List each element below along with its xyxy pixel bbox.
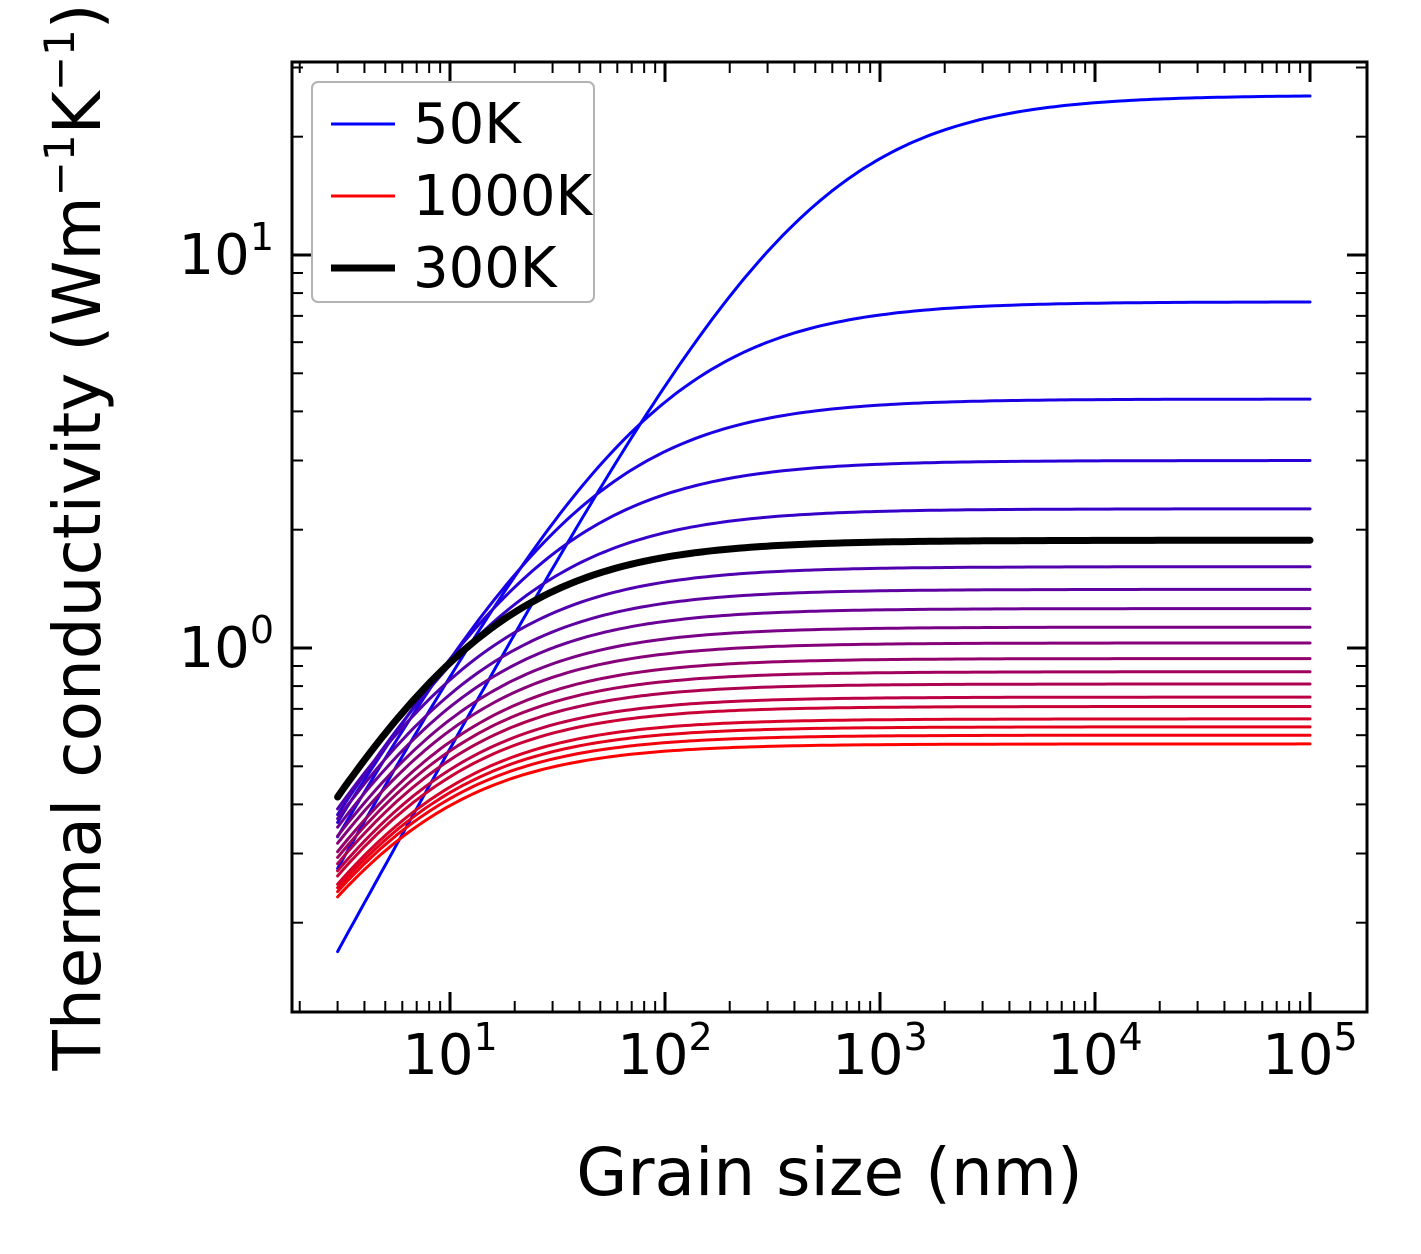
curve-900K [336,725,1312,890]
legend-label-1000K: 1000K [413,164,594,229]
curve-650K [336,670,1312,859]
legend-label-300K: 300K [413,236,558,301]
plot-border [290,60,1369,1014]
x-tick-label-10³: 103 [832,1015,927,1088]
curve-200K [336,459,1312,824]
x-tick-label-10²: 102 [617,1015,712,1088]
x-axis-label: Grain size (nm) [576,1134,1082,1211]
curve-150K [336,397,1312,839]
curve-100K [336,300,1312,870]
legend-label-50K: 50K [413,92,522,157]
x-tick-label-10⁴: 104 [1047,1015,1142,1088]
y-tick-label-10¹: 101 [179,215,274,288]
curve-600K [336,657,1312,854]
curve-400K [336,587,1312,821]
ticks [292,62,1367,1012]
curve-750K [336,695,1312,873]
curve-50K [336,94,1312,954]
curve-250K [336,507,1312,817]
x-tick-label-10¹: 101 [402,1015,497,1088]
curve-800K [336,705,1312,878]
curve-1000K [336,742,1312,899]
curve-550K [336,641,1312,845]
curve-700K [336,682,1312,866]
curve-850K [336,717,1312,886]
legend-box [311,81,595,303]
curve-500K [336,625,1312,838]
curve-300K [334,536,1314,801]
curve-450K [336,607,1312,829]
curves [334,94,1314,954]
legend: 50K 1000K 300K [311,81,595,303]
y-tick-label-10⁰: 100 [179,608,274,681]
curve-950K [336,733,1312,894]
y-axis-label: Thermal conductivity (Wm−1K−1) [35,4,116,1072]
x-tick-label-10⁵: 105 [1262,1015,1357,1088]
curve-350K [336,565,1312,811]
